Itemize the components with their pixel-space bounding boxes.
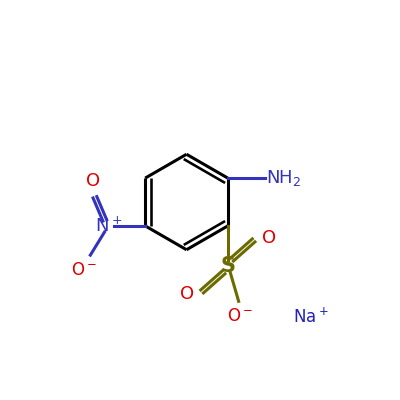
- Text: O$^-$: O$^-$: [70, 261, 96, 279]
- Text: O: O: [262, 229, 276, 247]
- Text: O$^-$: O$^-$: [227, 308, 253, 326]
- Text: O: O: [180, 285, 194, 303]
- Text: Na$^+$: Na$^+$: [292, 308, 328, 327]
- Text: O: O: [86, 172, 100, 190]
- Text: N$^+$: N$^+$: [94, 216, 122, 236]
- Text: S: S: [220, 256, 235, 276]
- Text: NH$_2$: NH$_2$: [266, 168, 302, 188]
